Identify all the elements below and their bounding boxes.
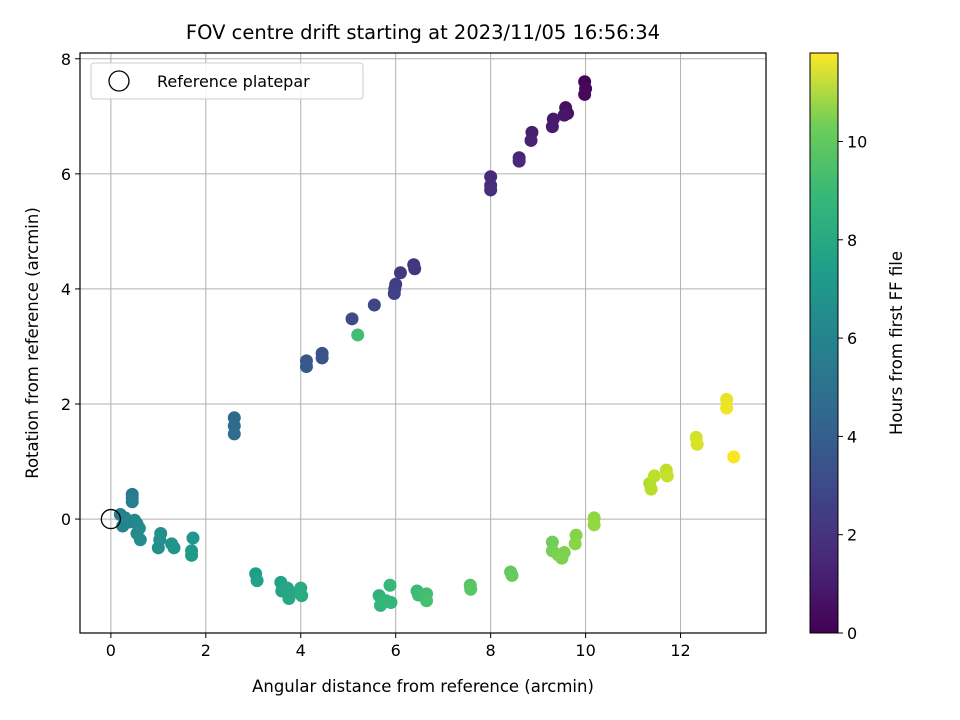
y-tick-label: 8 — [61, 50, 71, 69]
colorbar-label: Hours from first FF file — [887, 251, 906, 435]
data-point — [383, 578, 397, 592]
x-tick-label: 8 — [486, 641, 496, 660]
data-point — [720, 401, 734, 415]
legend-marker-open-circle — [108, 70, 130, 92]
colorbar-tick-label: 10 — [847, 132, 867, 151]
colorbar-gradient — [809, 52, 839, 634]
data-point — [250, 574, 264, 588]
data-point — [387, 287, 401, 301]
data-point — [578, 87, 592, 101]
data-point — [524, 133, 538, 147]
data-point — [545, 120, 559, 134]
chart-title: FOV centre drift starting at 2023/11/05 … — [186, 21, 660, 44]
x-tick-label: 12 — [670, 641, 690, 660]
data-point — [408, 262, 422, 276]
colorbar: 0 2 4 6 8 10 Hours from first FF file — [809, 52, 906, 643]
data-point — [464, 582, 478, 596]
data-point — [351, 328, 365, 342]
data-point — [660, 469, 674, 483]
y-tick-label: 0 — [61, 510, 71, 529]
data-point — [345, 312, 359, 326]
data-point — [484, 183, 498, 197]
colorbar-tick-label: 4 — [847, 427, 857, 446]
data-point — [133, 533, 147, 547]
data-point — [167, 541, 181, 555]
data-point — [647, 469, 661, 483]
data-point — [512, 154, 526, 168]
data-point — [557, 108, 571, 122]
data-point — [315, 351, 329, 365]
data-point — [557, 545, 571, 559]
data-point — [282, 591, 296, 605]
colorbar-ticks: 0 2 4 6 8 10 — [838, 132, 867, 643]
x-axis-ticks: 0 2 4 6 8 10 12 — [106, 633, 691, 660]
data-point — [186, 531, 200, 545]
data-point — [393, 266, 407, 280]
data-point — [227, 427, 241, 441]
data-point — [367, 298, 381, 312]
reference-platepar-marker — [100, 508, 122, 530]
data-point — [295, 589, 309, 603]
data-point — [185, 548, 199, 562]
data-point — [727, 450, 741, 464]
data-point — [420, 594, 434, 608]
data-point — [568, 537, 582, 551]
colorbar-tick-label: 6 — [847, 329, 857, 348]
y-tick-label: 6 — [61, 165, 71, 184]
x-tick-label: 2 — [201, 641, 211, 660]
legend-box — [90, 62, 364, 100]
data-point — [299, 360, 313, 374]
y-tick-label: 2 — [61, 395, 71, 414]
colorbar-tick-label: 0 — [847, 624, 857, 643]
x-tick-label: 4 — [296, 641, 306, 660]
data-points — [113, 75, 741, 612]
data-point — [644, 482, 658, 496]
data-point — [690, 437, 704, 451]
data-point — [587, 518, 601, 532]
legend: Reference platepar — [90, 62, 364, 100]
grid — [80, 53, 766, 633]
colorbar-tick-label: 8 — [847, 231, 857, 250]
data-point — [505, 568, 519, 582]
x-tick-label: 0 — [106, 641, 116, 660]
y-tick-label: 4 — [61, 280, 71, 299]
legend-label: Reference platepar — [157, 72, 310, 91]
y-axis-ticks: 0 2 4 6 8 — [61, 50, 80, 529]
x-tick-label: 6 — [391, 641, 401, 660]
colorbar-tick-label: 2 — [847, 526, 857, 545]
y-axis-label: Rotation from reference (arcmin) — [23, 207, 42, 479]
reference-marker-layer — [100, 508, 122, 530]
data-point — [384, 596, 398, 610]
x-tick-label: 10 — [575, 641, 595, 660]
data-point — [125, 495, 139, 509]
data-point — [151, 541, 165, 555]
x-axis-label: Angular distance from reference (arcmin) — [252, 677, 594, 696]
plot-frame — [79, 52, 767, 634]
